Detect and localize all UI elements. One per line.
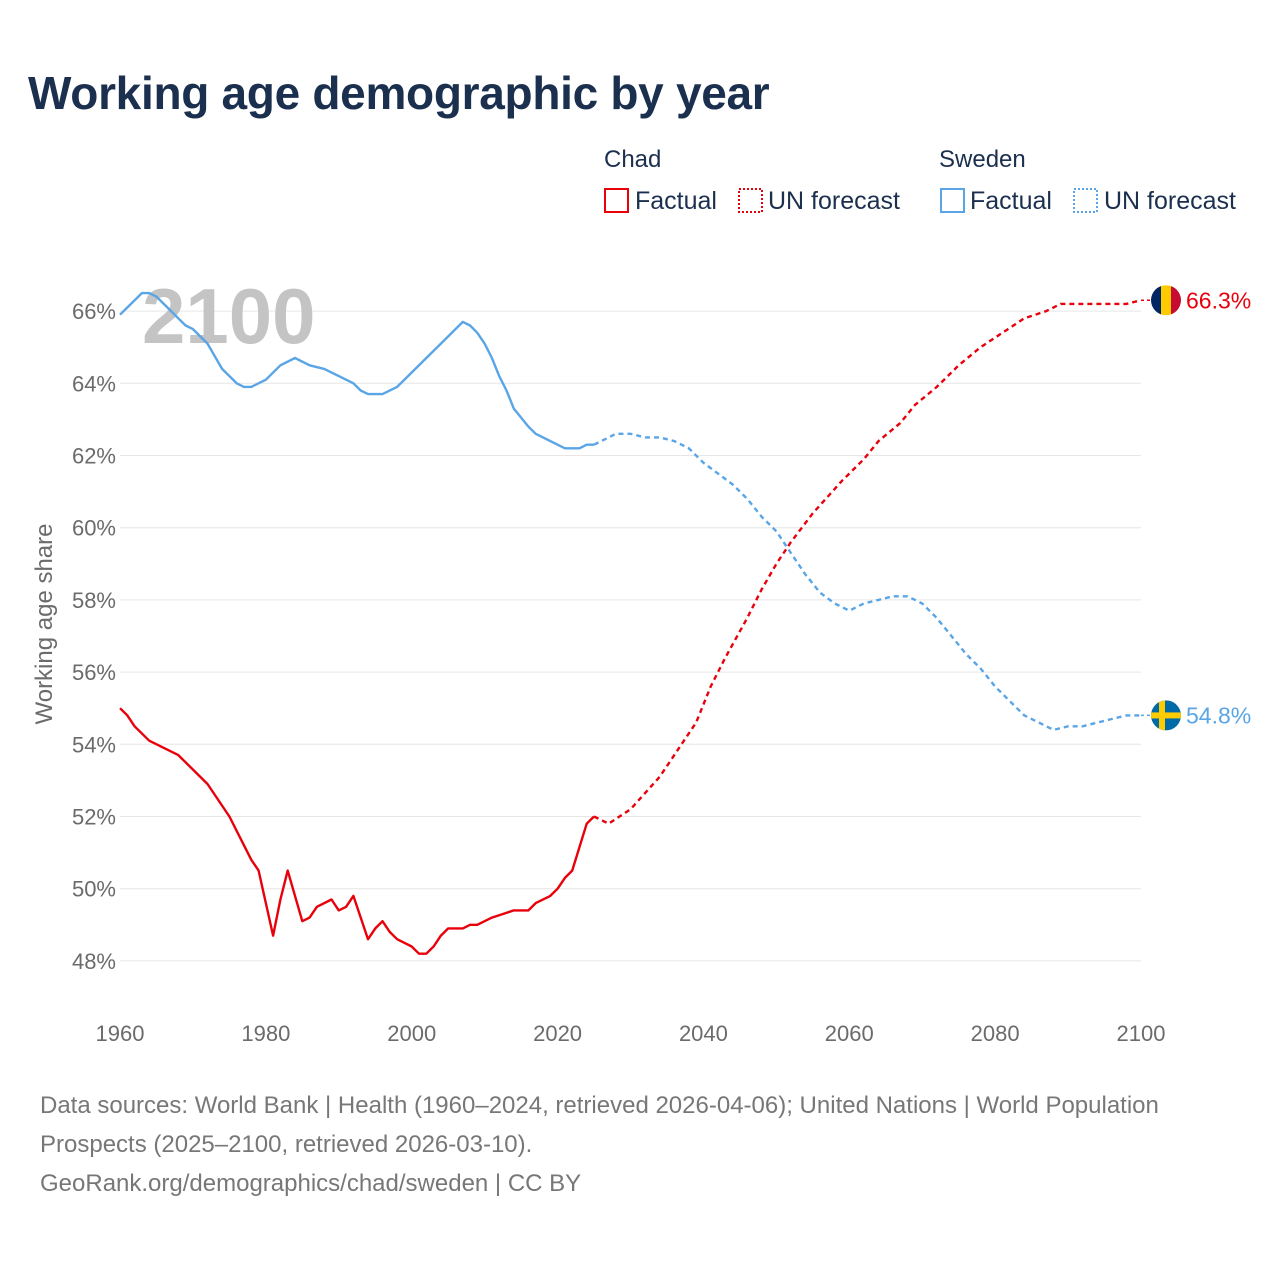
sweden-end-value: 54.8%	[1186, 702, 1251, 728]
x-tick-label: 2020	[533, 1021, 582, 1046]
legend-label-chad-factual: Factual	[635, 187, 717, 215]
legend-swatch-sweden-factual	[940, 188, 965, 213]
y-tick-label: 56%	[72, 660, 116, 685]
legend-swatch-sweden-forecast	[1073, 188, 1098, 213]
y-tick-label: 66%	[72, 299, 116, 324]
y-tick-label: 62%	[72, 444, 116, 469]
footer: Data sources: World Bank | Health (1960–…	[40, 1086, 1240, 1203]
sweden-factual-line	[119, 291, 594, 450]
credit-link[interactable]: GeoRank.org/demographics/chad/sweden | C…	[40, 1170, 582, 1197]
chart-title: Working age demographic by year	[28, 67, 770, 119]
x-tick-label: 2060	[825, 1021, 874, 1046]
legend-label-sweden-factual: Factual	[970, 187, 1052, 215]
grid-lines	[120, 310, 1141, 962]
data-sources: Data sources: World Bank | Health (1960–…	[40, 1092, 1159, 1158]
x-tick-label: 2100	[1117, 1021, 1166, 1046]
legend-swatch-chad-forecast	[738, 188, 763, 213]
y-tick-label: 64%	[72, 371, 116, 396]
sweden-flag-icon	[1151, 700, 1181, 731]
y-axis-ticks: 48% 50% 52% 54% 56% 58% 60% 62% 64% 66%	[72, 299, 116, 974]
chad-end-value: 66.3%	[1186, 287, 1251, 313]
y-tick-label: 52%	[72, 805, 116, 830]
x-tick-label: 2000	[387, 1021, 436, 1046]
y-axis-label: Working age share	[31, 524, 58, 725]
x-axis-ticks: 1960 1980 2000 2020 2040 2060 2080 2100	[96, 1021, 1166, 1046]
legend-group-chad: Chad	[604, 146, 661, 173]
x-tick-label: 2080	[971, 1021, 1020, 1046]
legend-label-sweden-forecast: UN forecast	[1104, 187, 1236, 215]
y-tick-label: 54%	[72, 732, 116, 757]
x-tick-label: 1980	[241, 1021, 290, 1046]
legend-group-sweden: Sweden	[939, 146, 1026, 173]
y-tick-label: 50%	[72, 877, 116, 902]
y-tick-label: 58%	[72, 588, 116, 613]
chad-flag-icon	[1151, 285, 1181, 316]
sweden-forecast-line	[593, 432, 1141, 732]
legend-label-chad-forecast: UN forecast	[768, 187, 900, 215]
series-end-markers: 66.3% 54.8%	[1141, 285, 1251, 731]
legend: Chad Factual UN forecast Sweden Factual …	[604, 146, 1236, 215]
year-overlay: 2100	[142, 272, 316, 360]
y-tick-label: 60%	[72, 516, 116, 541]
y-tick-label: 48%	[72, 949, 116, 974]
series-lines	[119, 291, 1142, 955]
legend-swatch-chad-factual	[604, 188, 629, 213]
chad-forecast-line	[593, 299, 1142, 826]
x-tick-label: 2040	[679, 1021, 728, 1046]
x-tick-label: 1960	[96, 1021, 145, 1046]
chad-factual-line	[119, 707, 595, 955]
